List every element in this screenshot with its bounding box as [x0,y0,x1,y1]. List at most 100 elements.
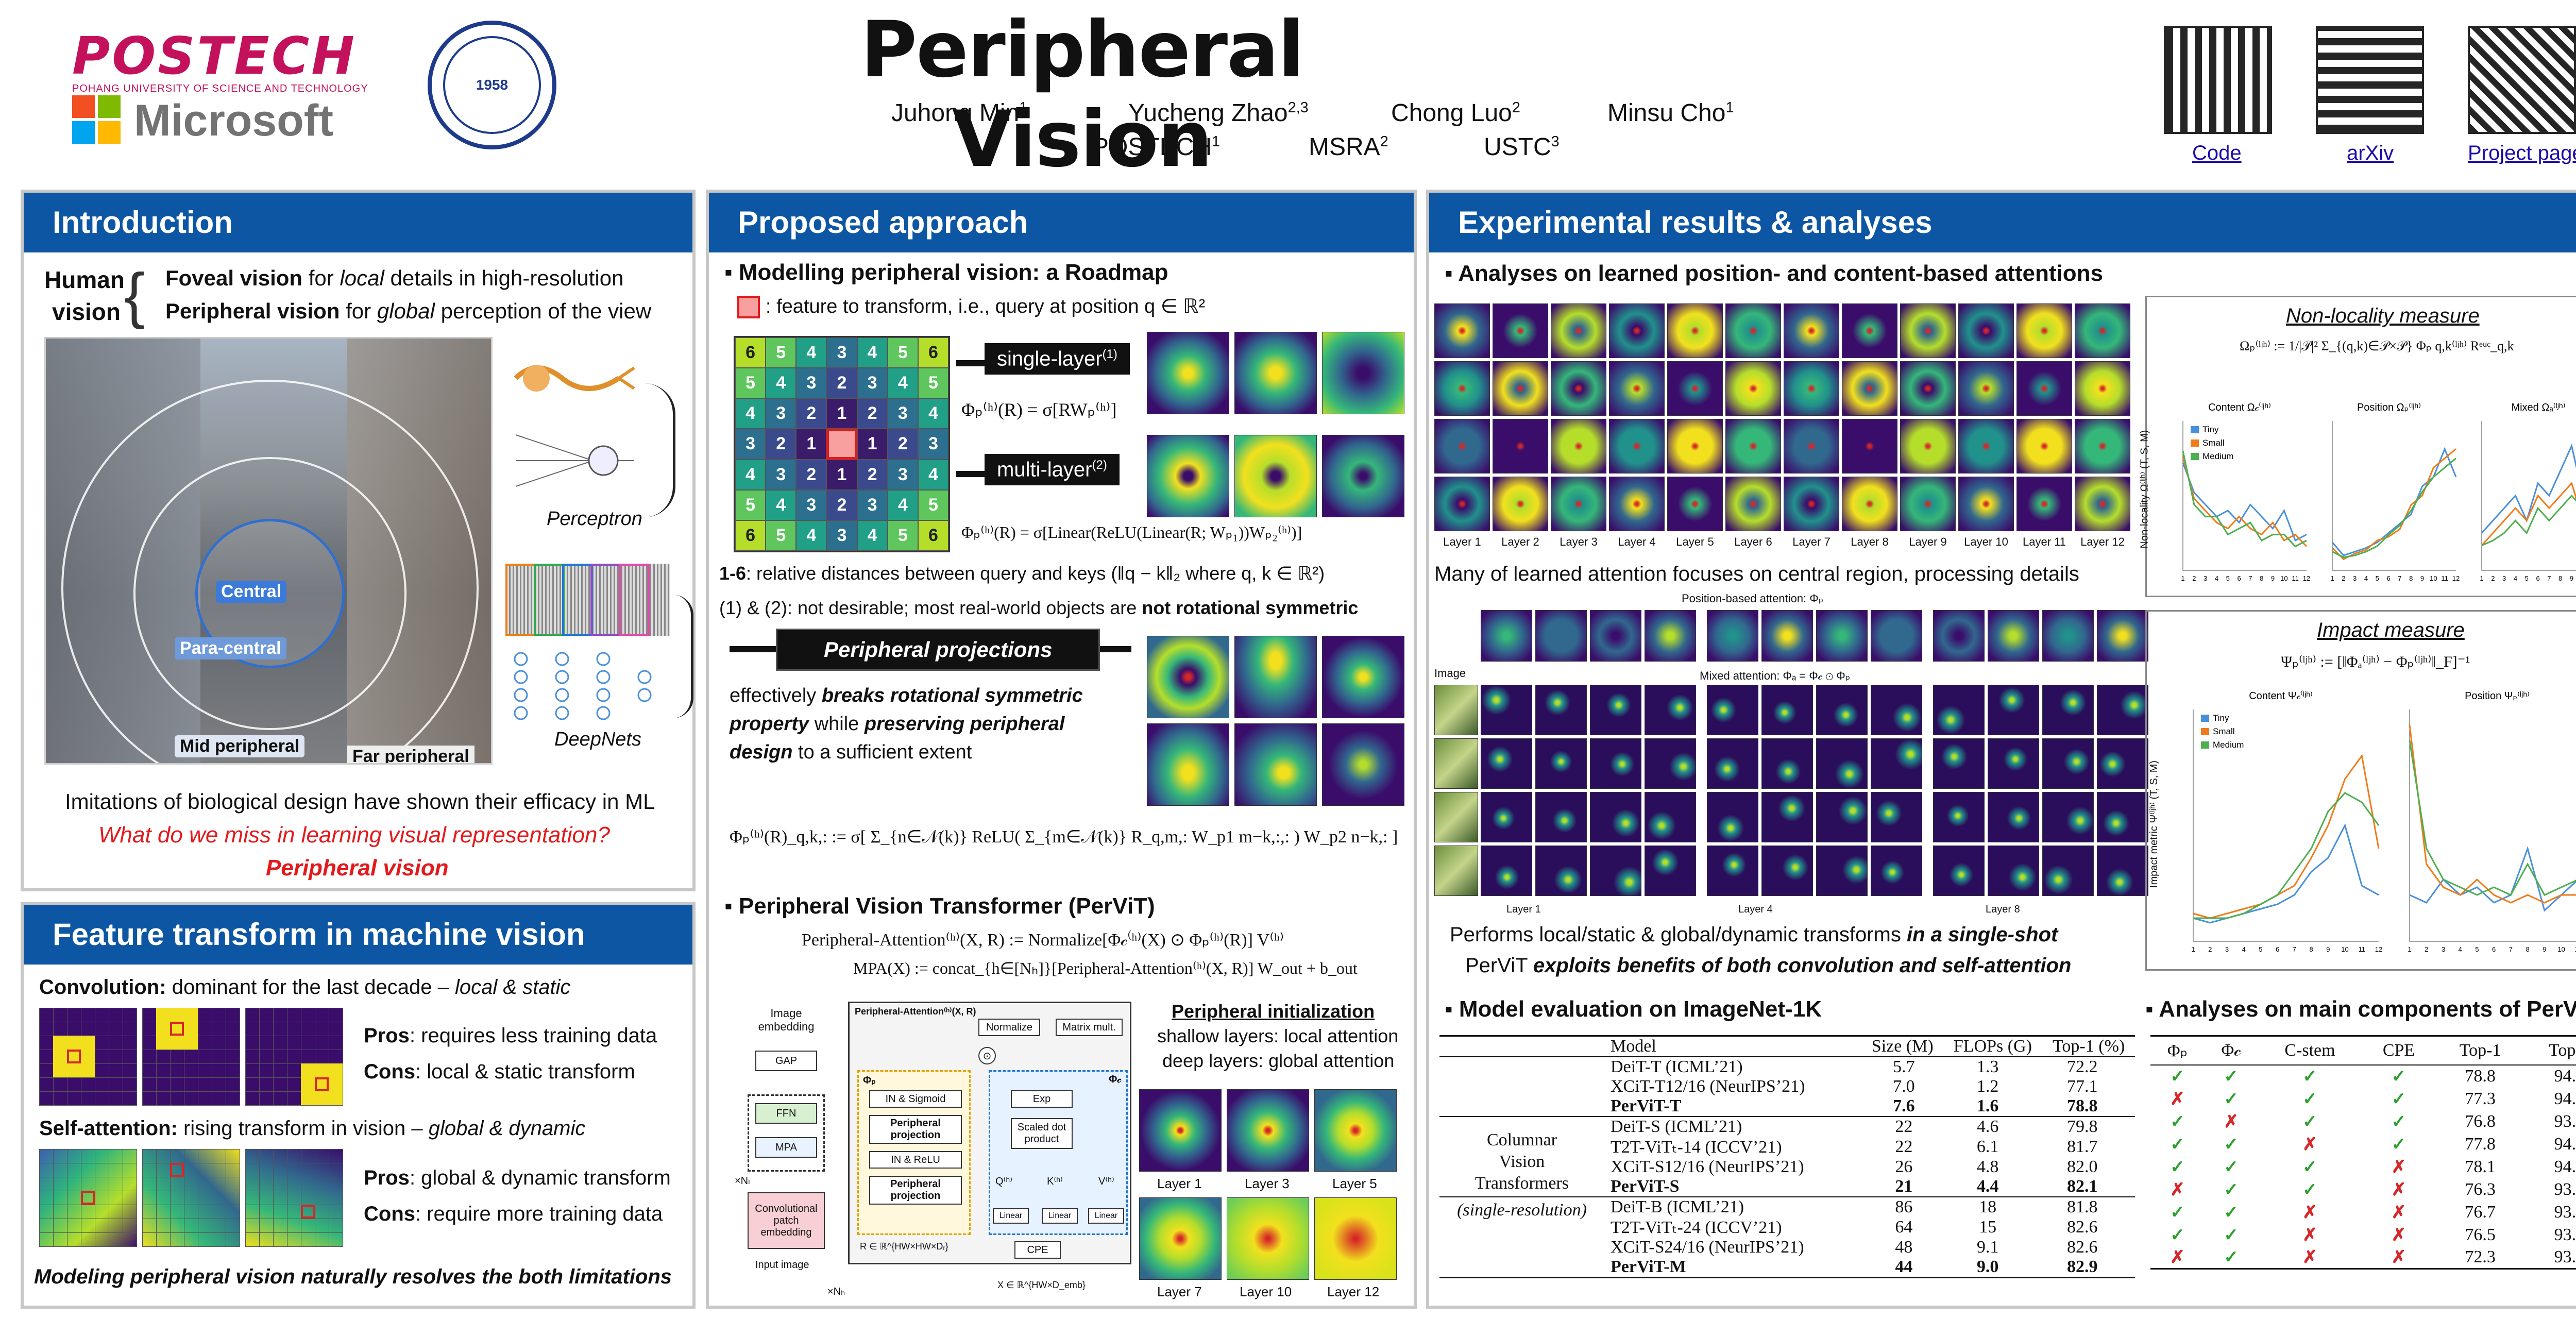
attention-map [1667,419,1723,474]
grid-cell: 4 [857,520,888,551]
cross-icon: ✗ [2391,1247,2406,1267]
neuron-icon [505,347,639,409]
check-icon: ✓ [2302,1067,2317,1086]
linear-k-box: Linear [1042,1208,1078,1224]
grid-cell: 3 [796,368,827,399]
qr-code-icon [2164,26,2272,134]
mixed-attention-map [1988,792,2039,842]
init-layer-label: Layer 3 [1245,1176,1290,1191]
peripheral-projections-box: Peripheral projections [776,629,1100,671]
table-row: XCiT-S24/16 (NeurIPS’21) 48 9.1 82.6 [1611,1238,2098,1257]
attention-map [1784,419,1839,474]
position-attn-row [1481,610,2148,664]
results-header: Experimental results & analyses [1429,193,2576,252]
project-page-link[interactable]: Project page [2468,142,2576,164]
cross-icon: ✗ [2391,1157,2406,1177]
series-line-tiny [2409,846,2576,912]
check-icon: ✓ [2302,1180,2317,1199]
tick-label: 9 [2570,574,2573,582]
mixed-attention-map [1535,685,1587,735]
tick-label: 6 [2276,945,2279,953]
table-row: ✓✓✓✓78.894.3 [2150,1065,2576,1088]
table-row: DeiT-T (ICML’21) 5.7 1.3 72.2 [1611,1057,2098,1076]
layer-label: Layer 9 [1909,535,1947,548]
grid-cell: 3 [857,489,888,520]
check-icon: ✓ [2224,1203,2239,1222]
impact-content-chart: Content Ψ𝒸⁽ˡʲʰ⁾1 2 3 4 5 6 7 8 9 10 11 12TinySmallM… [2191,690,2382,953]
phi-c-branch: Φ𝒸 Exp Scaled dot product Q⁽ʰ⁾ K⁽ʰ⁾ V⁽ʰ⁾… [989,1070,1128,1235]
chart-axis [2409,709,2576,942]
table-row: PerViT-S 21 4.4 82.1 [1611,1177,2098,1196]
attention-map [1842,419,1897,474]
tick-label: 2 [2192,574,2196,582]
tick-label: 6 [2536,574,2539,582]
mixed-attention-map [1590,685,1641,735]
attention-map [1493,419,1548,474]
init-map-5 [1314,1089,1397,1172]
position-attention-map [1816,610,1868,662]
table-row: ✓✗✓✓76.893.5 [2150,1110,2576,1133]
tick-label: 7 [2248,574,2252,582]
code-link[interactable]: Code [2192,142,2242,164]
conv-cons: Cons: local & static transform [364,1060,635,1083]
sdp-box: Scaled dot product [1011,1118,1073,1149]
mixed-attention-map [2097,685,2148,735]
pp-map-6 [1322,723,1404,806]
query-legend: : feature to transform, i.e., query at p… [766,296,1206,317]
tick-label: 8 [2526,945,2529,953]
grid-cell: 5 [735,368,766,399]
normalize-box: Normalize [978,1019,1040,1036]
init-map-12 [1314,1197,1397,1280]
grid-cell: 3 [887,398,918,429]
series-line-small [2182,456,2308,547]
tick-label: 7 [2547,574,2551,582]
cross-icon: ✗ [2170,1247,2185,1267]
eq-peripheral-projection: Φₚ⁽ʰ⁾(R)_q,k,: := σ[ Σ_{n∈𝒩(k)} ReLU( Σ_… [730,827,1398,847]
linear-v-box: Linear [1088,1208,1124,1224]
mixed-attention-map [2097,738,2148,789]
series-line-small [2409,724,2576,904]
arxiv-link[interactable]: arXiv [2347,142,2394,164]
mixed-layer-label: Layer 1 [1506,904,1541,915]
position-attention-map [2042,610,2094,662]
attention-map [2075,419,2130,474]
layer-label: Layer 8 [1851,535,1889,548]
chart-axis [2481,421,2576,571]
ffn-box: FFN [755,1103,817,1124]
ablation-table: ΦₚΦ𝒸C-stemCPETop-1Top-5✓✓✓✓78.894.3✗✓✓✓7… [2150,1035,2576,1270]
legend-swatch [2201,715,2209,722]
street-image: Central Para-central Mid peripheral Far … [44,337,493,765]
conv-pros: Pros: requires less training data [364,1024,657,1047]
tick-label: 3 [2225,945,2229,953]
grid-cell: 4 [857,337,888,368]
attention-map [1725,477,1781,531]
mixed-attention-map [1645,792,1696,842]
series-line-medium [2193,792,2380,919]
table-row: T2T-ViTₜ-14 (ICCV’21) 22 6.1 81.7 [1611,1137,2098,1157]
layer-label-row: Layer 1 Layer 2 Layer 3 Layer 4 Layer 5 Layer… [1434,535,2140,554]
attention-map [1900,477,1956,531]
tick-label: 4 [2242,945,2246,953]
imagenet-table: Model Size (M) FLOPs (G) Top-1 (%) Colum… [1439,1035,2135,1278]
conv-grid-1 [39,1008,137,1106]
curved-arrow-icon [673,595,693,718]
grid-cell: 5 [766,337,796,368]
series-line-medium [2332,458,2456,559]
tick-label: 2 [2425,945,2428,953]
check-icon: ✓ [2302,1089,2317,1109]
tick-label: 1 [2408,945,2411,953]
table-row: ✗✓✓✓77.394.1 [2150,1088,2576,1110]
tick-label: 3 [2442,945,2445,953]
mixed-layer-label: Layer 8 [1986,904,2020,915]
k-label: K⁽ʰ⁾ [1047,1176,1063,1187]
check-icon: ✓ [2391,1135,2406,1154]
grid-cell: 2 [826,368,857,399]
tick-label: 5 [2475,945,2479,953]
sample-image [1434,792,1478,842]
position-attention-map [1761,610,1813,662]
layer-label: Layer 3 [1560,535,1598,548]
tick-label: 5 [2525,574,2529,582]
attention-map [1900,361,1956,416]
effect-line-2: property while preserving peripheral [730,713,1065,735]
affil-2: MSRA2 [1309,133,1388,161]
